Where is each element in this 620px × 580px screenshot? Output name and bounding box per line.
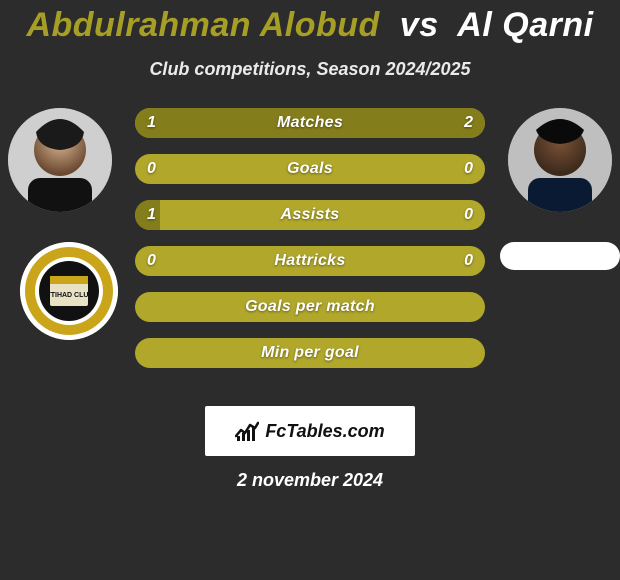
- stat-bar: Goals per match: [135, 292, 485, 322]
- stat-value-right: 0: [464, 154, 473, 184]
- avatar-placeholder-icon: [8, 108, 112, 212]
- stat-label: Min per goal: [135, 338, 485, 368]
- player2-name: Al Qarni: [457, 6, 593, 44]
- stat-bar: 0 Hattricks 0: [135, 246, 485, 276]
- stat-label: Hattricks: [135, 246, 485, 276]
- svg-text:ITTIHAD CLUB: ITTIHAD CLUB: [45, 292, 94, 299]
- brand-text: FcTables.com: [265, 421, 384, 442]
- stat-bar: 1 Matches 2: [135, 108, 485, 138]
- brand-chart-icon: [235, 420, 259, 442]
- avatar-placeholder-icon: [508, 108, 612, 212]
- date-stamp: 2 november 2024: [0, 470, 620, 491]
- stat-label: Assists: [135, 200, 485, 230]
- stat-bar: 1 Assists 0: [135, 200, 485, 230]
- vs-separator: vs: [400, 6, 439, 44]
- club-badge-icon: ITTIHAD CLUB: [20, 242, 118, 340]
- subtitle: Club competitions, Season 2024/2025: [0, 59, 620, 80]
- stat-value-right: 0: [464, 246, 473, 276]
- comparison-card: Abdulrahman Alobud vs Al Qarni Club comp…: [0, 0, 620, 580]
- stats-arena: ITTIHAD CLUB 1 Matches 2 0 Goals 0: [0, 108, 620, 398]
- stat-bar: Min per goal: [135, 338, 485, 368]
- stat-bar: 0 Goals 0: [135, 154, 485, 184]
- page-title: Abdulrahman Alobud vs Al Qarni: [0, 0, 620, 45]
- stat-bars: 1 Matches 2 0 Goals 0 1 Assists 0: [135, 108, 485, 384]
- stat-label: Matches: [135, 108, 485, 138]
- player1-avatar: [8, 108, 112, 212]
- player2-avatar: [508, 108, 612, 212]
- player1-club-logo: ITTIHAD CLUB: [20, 242, 118, 340]
- player1-name: Abdulrahman Alobud: [26, 6, 379, 44]
- stat-label: Goals: [135, 154, 485, 184]
- player2-club-logo: [500, 242, 620, 270]
- brand-tag: FcTables.com: [205, 406, 415, 456]
- stat-value-right: 0: [464, 200, 473, 230]
- stat-label: Goals per match: [135, 292, 485, 322]
- stat-value-right: 2: [464, 108, 473, 138]
